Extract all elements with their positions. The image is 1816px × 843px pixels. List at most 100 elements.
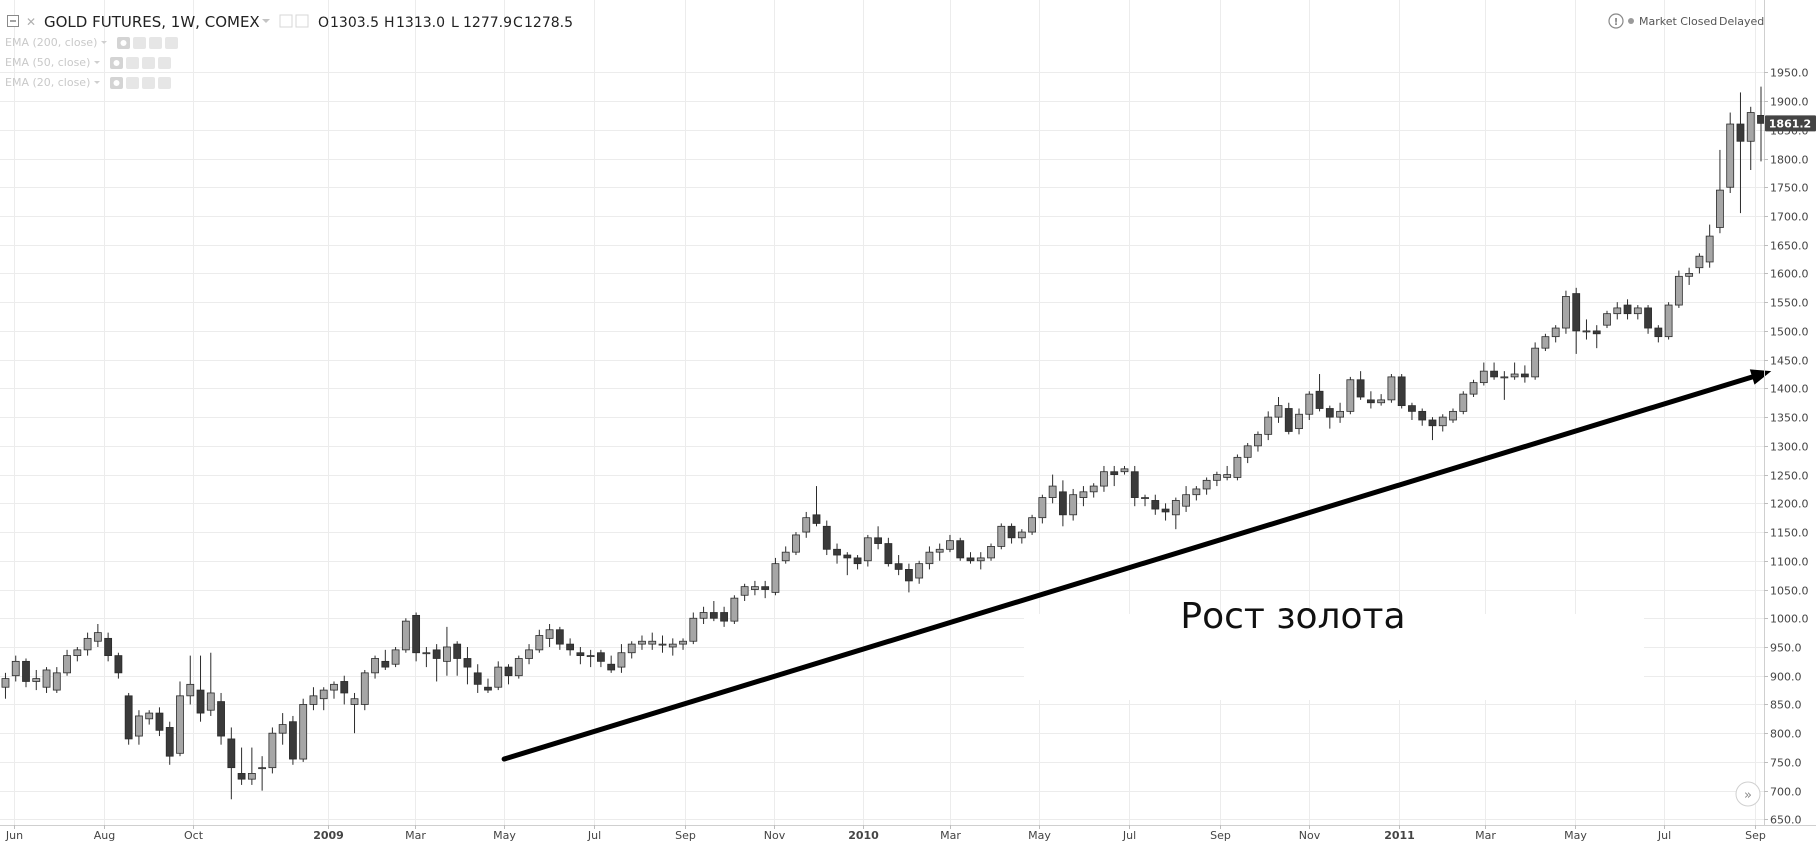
chevron-down-icon[interactable] — [94, 61, 100, 64]
candle — [1531, 342, 1540, 380]
close-icon[interactable] — [158, 57, 171, 69]
candle-body-up — [83, 637, 92, 651]
candle — [135, 710, 143, 745]
indicator-ema200[interactable]: EMA (200, close) — [5, 36, 178, 49]
candle-body-down — [1428, 419, 1437, 427]
time-tick-label: Mar — [405, 829, 426, 842]
scroll-to-realtime-button[interactable]: » — [1735, 781, 1761, 807]
price-tick-label: 1650.0 — [1770, 240, 1809, 253]
candle-body-down — [22, 660, 30, 682]
candle-body-up — [1274, 405, 1283, 418]
time-tick-label: Mar — [940, 829, 961, 842]
candle — [1613, 302, 1622, 320]
candle — [1120, 465, 1129, 475]
header-settings-icons[interactable] — [279, 14, 309, 28]
chevron-down-icon[interactable] — [101, 41, 107, 44]
candle-body-up — [586, 655, 595, 658]
candle-body-down — [576, 652, 585, 657]
candle — [863, 534, 872, 567]
price-tick-label: 1250.0 — [1770, 470, 1809, 483]
collapse-button[interactable] — [7, 15, 19, 27]
add-icon[interactable] — [142, 57, 155, 69]
candle — [638, 635, 646, 650]
candle-body-down — [1130, 471, 1139, 498]
price-tick-label: 1750.0 — [1770, 182, 1809, 195]
candle-body-up — [617, 652, 626, 668]
hide-icon[interactable] — [279, 14, 293, 28]
candle — [1644, 305, 1652, 334]
candle-body-down — [709, 612, 718, 619]
price-tick-label: 1150.0 — [1770, 527, 1809, 540]
candle — [1397, 374, 1406, 409]
candle — [555, 626, 564, 650]
candle-body-up — [206, 692, 215, 711]
candle-body-down — [484, 686, 492, 691]
add-icon[interactable] — [142, 77, 155, 89]
candle — [1254, 431, 1262, 452]
symbol-dropdown-icon[interactable] — [262, 19, 270, 23]
settings-icon[interactable] — [133, 37, 146, 49]
candle-body-up — [1541, 336, 1550, 349]
candle-body-up — [915, 563, 924, 579]
candle-body-up — [1449, 410, 1457, 421]
candle — [1305, 391, 1314, 420]
close-icon[interactable] — [165, 37, 178, 49]
candle-body-up — [1562, 296, 1570, 329]
candle — [658, 635, 667, 653]
indicator-ema50[interactable]: EMA (50, close) — [5, 56, 171, 69]
candle-body-up — [1254, 433, 1262, 447]
candle-body-up — [1305, 393, 1314, 415]
time-tick-label: 2010 — [848, 829, 879, 842]
candle-body-up — [258, 767, 267, 770]
candle-body-down — [1490, 370, 1498, 378]
settings-icon[interactable] — [126, 57, 139, 69]
candle-body-down — [956, 540, 965, 559]
candle-body-up — [730, 597, 739, 622]
double-chevron-right-icon: » — [1744, 788, 1752, 803]
candle — [93, 624, 102, 647]
candle — [196, 655, 205, 722]
trend-arrow — [501, 369, 1772, 762]
chevron-down-icon[interactable] — [94, 81, 100, 84]
low-label: L — [451, 15, 459, 31]
candle — [1069, 488, 1078, 521]
candle — [1089, 483, 1098, 498]
candle — [1541, 333, 1550, 352]
svg-text:✕: ✕ — [26, 15, 36, 29]
candle — [956, 537, 965, 561]
candle — [976, 552, 985, 570]
candle-body-down — [340, 681, 349, 694]
candle — [350, 692, 359, 734]
candle-body-up — [330, 683, 338, 691]
close-icon[interactable] — [158, 77, 171, 89]
candle-body-up — [525, 649, 533, 659]
candle — [1479, 362, 1488, 386]
candle — [453, 641, 462, 676]
candle — [720, 606, 729, 627]
open-value: 1303.5 — [330, 15, 379, 31]
high-label: H — [384, 15, 395, 31]
candle-body-up — [1716, 189, 1724, 228]
info-icon[interactable] — [1608, 13, 1624, 29]
candle — [1428, 417, 1437, 441]
eye-pupil-icon — [113, 60, 120, 66]
candle — [432, 644, 441, 682]
price-tick-label: 1450.0 — [1770, 355, 1809, 368]
settings-icon[interactable] — [295, 14, 309, 28]
candle-body-up — [535, 635, 544, 651]
candle-body-down — [555, 629, 564, 645]
settings-icon[interactable] — [126, 77, 139, 89]
indicator-ema20[interactable]: EMA (20, close) — [5, 76, 171, 89]
candle-body-down — [463, 658, 472, 668]
candle-body-down — [1284, 408, 1293, 432]
candle-body-down — [566, 643, 575, 651]
add-icon[interactable] — [149, 37, 162, 49]
candle — [1356, 371, 1365, 400]
candle — [1551, 325, 1560, 343]
candle-body-up — [802, 517, 811, 533]
time-tick-label: Jun — [5, 829, 23, 842]
candle-body-up — [1438, 416, 1447, 427]
trend-arrow-line — [501, 374, 1755, 762]
candle — [155, 707, 164, 737]
